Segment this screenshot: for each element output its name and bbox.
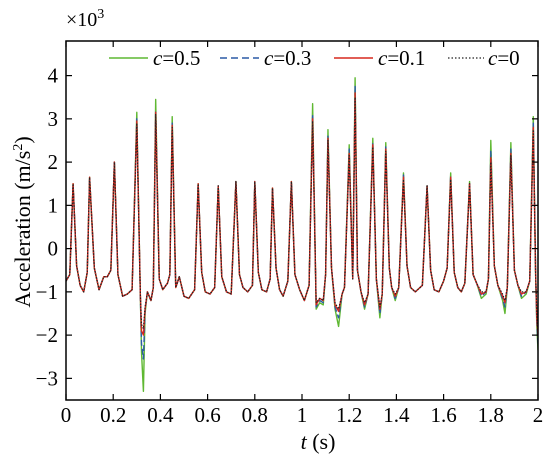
x-tick-label: 0.8 <box>242 403 268 427</box>
x-tick-label: 0.2 <box>100 403 126 427</box>
x-tick-label: 1.6 <box>430 403 456 427</box>
legend-label-c03: c=0.3 <box>264 46 311 70</box>
legend-item-c05: c=0.5 <box>109 46 200 70</box>
x-axis: 0 0.2 0.4 0.6 0.8 1 1.2 1.4 1.6 1.8 2 <box>61 41 544 427</box>
y-scale-label: ×103 <box>66 7 104 31</box>
legend-label-c05: c=0.5 <box>153 46 200 70</box>
x-tick-label: 1.4 <box>383 403 410 427</box>
x-tick-label: 1.8 <box>478 403 504 427</box>
x-axis-label: t (s) <box>301 429 336 454</box>
legend: c=0.5 c=0.3 c=0.1 c=0 <box>109 46 520 70</box>
x-tick-label: 0.4 <box>147 403 174 427</box>
y-tick-label: 3 <box>48 107 59 131</box>
y-axis-label: Acceleration (m/s2) <box>10 136 35 307</box>
y-tick-label: −1 <box>36 280 58 304</box>
y-tick-label: 4 <box>48 64 59 88</box>
y-tick-label: 2 <box>48 150 59 174</box>
legend-item-c01: c=0.1 <box>334 46 425 70</box>
x-tick-label: 1 <box>297 403 308 427</box>
x-tick-label: 1.2 <box>336 403 362 427</box>
series-line-3 <box>66 96 538 331</box>
y-tick-label: −3 <box>36 366 58 390</box>
legend-label-c0: c=0 <box>488 46 520 70</box>
legend-label-c01: c=0.1 <box>378 46 425 70</box>
y-tick-label: 1 <box>48 193 59 217</box>
x-tick-label: 0 <box>61 403 72 427</box>
y-tick-label: −2 <box>36 323 58 347</box>
y-tick-label: 0 <box>48 237 59 261</box>
y-axis: −3 −2 −1 0 1 2 3 4 <box>36 64 538 390</box>
x-tick-label: 2 <box>533 403 544 427</box>
legend-item-c0: c=0 <box>448 46 520 70</box>
series-layer <box>66 77 538 393</box>
x-tick-label: 0.6 <box>194 403 220 427</box>
series-line-2 <box>66 92 538 336</box>
legend-item-c03: c=0.3 <box>220 46 311 70</box>
